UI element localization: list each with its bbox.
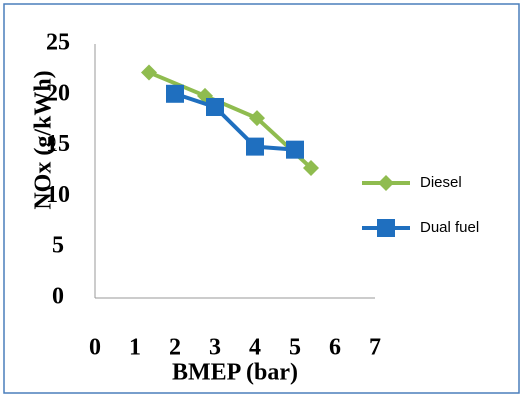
x-tick-label: 1 [129,335,141,361]
legend-marker [378,175,394,191]
chart-border [3,3,520,394]
marker [286,140,304,159]
marker [249,110,265,127]
x-tick-label: 5 [289,335,301,361]
x-tick-label: 4 [249,335,261,361]
legend-label: Dual fuel [420,219,479,236]
marker [141,64,157,81]
legend-label: Diesel [420,174,462,191]
x-tick-label: 6 [329,335,341,361]
marker [206,97,224,116]
marker [303,159,319,176]
series-line [148,70,313,170]
y-tick-label: 0 [52,284,64,310]
x-axis-title: BMEP (bar) [172,360,298,386]
legend-marker [377,219,395,237]
y-tick-label: 15 [46,131,70,157]
y-tick-label: 10 [46,182,70,208]
series-line [174,91,296,152]
y-tick-label: 20 [46,80,70,106]
x-tick-label: 3 [209,335,221,361]
x-tick-label: 7 [369,335,381,361]
x-tick-label: 0 [89,335,101,361]
y-tick-label: 5 [52,233,64,259]
marker [166,84,184,103]
marker [246,137,264,156]
x-tick-label: 2 [169,335,181,361]
y-axis-title: NOx (g/kWh) [31,70,57,209]
y-tick-label: 25 [46,30,70,56]
